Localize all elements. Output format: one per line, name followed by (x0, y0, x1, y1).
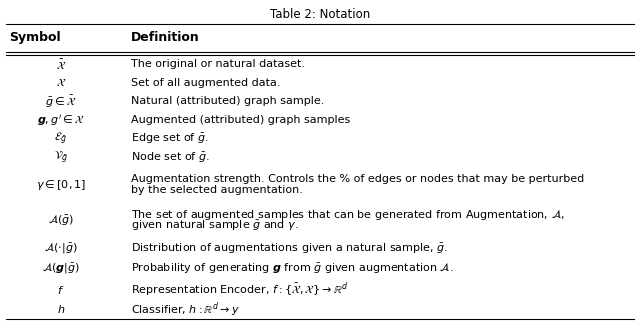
Text: Probability of generating $\boldsymbol{g}$ from $\bar{g}$ given augmentation $\m: Probability of generating $\boldsymbol{g… (131, 262, 454, 277)
Text: by the selected augmentation.: by the selected augmentation. (131, 185, 303, 195)
Text: Natural (attributed) graph sample.: Natural (attributed) graph sample. (131, 96, 324, 107)
Text: Table 2: Notation: Table 2: Notation (270, 8, 370, 21)
Text: Symbol: Symbol (10, 31, 61, 43)
Text: given natural sample $\bar{g}$ and $\gamma$.: given natural sample $\bar{g}$ and $\gam… (131, 219, 299, 233)
Text: Definition: Definition (131, 31, 200, 43)
Text: $\mathcal{A}(\bar{g})$: $\mathcal{A}(\bar{g})$ (47, 214, 74, 228)
Text: $\gamma \in [0, 1]$: $\gamma \in [0, 1]$ (36, 178, 86, 192)
Text: Augmented (attributed) graph samples: Augmented (attributed) graph samples (131, 115, 351, 125)
Text: $\mathcal{X}$: $\mathcal{X}$ (56, 77, 66, 89)
Text: $\bar{\mathcal{X}}$: $\bar{\mathcal{X}}$ (56, 57, 66, 71)
Text: $\bar{g} \in \bar{\mathcal{X}}$: $\bar{g} \in \bar{\mathcal{X}}$ (45, 93, 76, 109)
Text: $\mathcal{A}(\boldsymbol{g}|\bar{g})$: $\mathcal{A}(\boldsymbol{g}|\bar{g})$ (42, 262, 80, 277)
Text: $h$: $h$ (57, 303, 65, 316)
Text: Augmentation strength. Controls the % of edges or nodes that may be perturbed: Augmentation strength. Controls the % of… (131, 175, 584, 185)
Text: Distribution of augmentations given a natural sample, $\bar{g}$.: Distribution of augmentations given a na… (131, 242, 448, 256)
Text: Classifier, $h : \mathbb{R}^d \rightarrow y$: Classifier, $h : \mathbb{R}^d \rightarro… (131, 300, 240, 319)
Text: $\boldsymbol{g}, \boldsymbol{g'} \in \mathcal{X}$: $\boldsymbol{g}, \boldsymbol{g'} \in \ma… (37, 113, 84, 128)
Text: The set of augmented samples that can be generated from Augmentation, $\mathcal{: The set of augmented samples that can be… (131, 208, 565, 223)
Text: The original or natural dataset.: The original or natural dataset. (131, 59, 305, 69)
Text: Representation Encoder, $f : \{\bar{\mathcal{X}}, \mathcal{X}\} \rightarrow \mat: Representation Encoder, $f : \{\bar{\mat… (131, 281, 349, 299)
Text: Set of all augmented data.: Set of all augmented data. (131, 78, 281, 88)
Text: $\mathcal{E}_{\bar{g}}$: $\mathcal{E}_{\bar{g}}$ (54, 131, 67, 147)
Text: $\mathcal{A}(\cdot|\bar{g})$: $\mathcal{A}(\cdot|\bar{g})$ (44, 242, 77, 256)
Text: $f$: $f$ (57, 284, 65, 296)
Text: $\mathcal{V}_{\bar{g}}$: $\mathcal{V}_{\bar{g}}$ (54, 149, 68, 166)
Text: Edge set of $\bar{g}$.: Edge set of $\bar{g}$. (131, 132, 209, 146)
Text: Node set of $\bar{g}$.: Node set of $\bar{g}$. (131, 150, 210, 165)
